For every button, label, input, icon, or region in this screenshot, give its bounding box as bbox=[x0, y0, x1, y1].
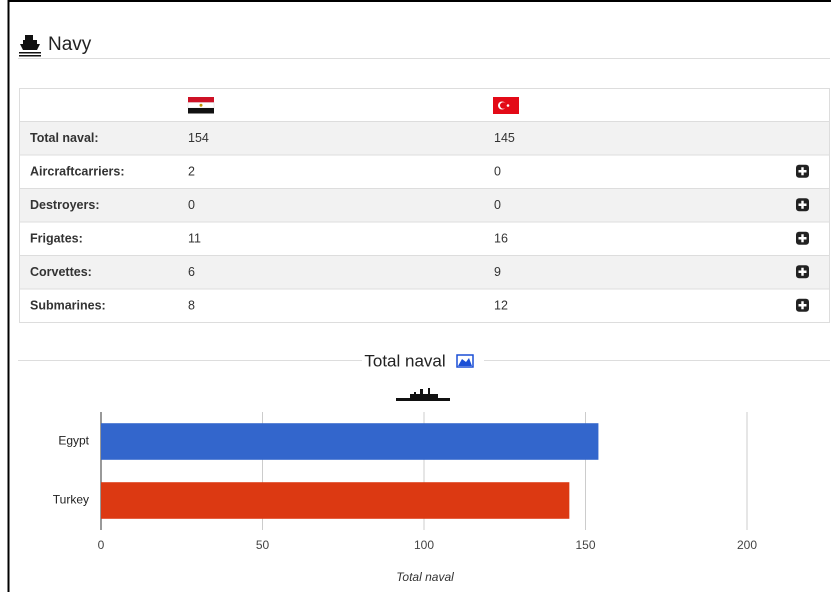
row-label: Frigates: bbox=[30, 232, 83, 246]
cell-value: 12 bbox=[494, 299, 508, 313]
table-row bbox=[20, 255, 829, 289]
bar bbox=[101, 482, 570, 519]
flag-egypt bbox=[187, 97, 215, 114]
x-axis-title: Total naval bbox=[396, 570, 454, 584]
row-label: Corvettes: bbox=[30, 265, 92, 279]
chart-title: Total naval bbox=[364, 351, 445, 370]
cell-value: 8 bbox=[188, 299, 195, 313]
cell-value: 16 bbox=[494, 232, 508, 246]
row-label: Submarines: bbox=[30, 299, 106, 313]
x-tick-label: 0 bbox=[98, 538, 105, 552]
section-title: Navy bbox=[48, 34, 92, 55]
flag-turkey bbox=[493, 97, 519, 114]
cell-value: 145 bbox=[494, 131, 515, 145]
table-row bbox=[20, 288, 829, 322]
expand-button[interactable] bbox=[796, 265, 809, 279]
expand-button[interactable] bbox=[796, 198, 809, 212]
table-row bbox=[20, 188, 829, 222]
expand-button-plus[interactable] bbox=[798, 234, 807, 243]
y-tick-label: Turkey bbox=[53, 493, 89, 507]
area-chart-icon[interactable] bbox=[456, 354, 474, 368]
y-tick-label: Egypt bbox=[58, 434, 89, 448]
expand-button[interactable] bbox=[796, 298, 809, 312]
cell-value: 154 bbox=[188, 131, 209, 145]
x-tick-label: 100 bbox=[414, 538, 434, 552]
bar bbox=[101, 423, 599, 460]
row-label: Aircraftcarriers: bbox=[30, 165, 125, 179]
row-label: Total naval: bbox=[30, 131, 99, 145]
expand-button-plus[interactable] bbox=[798, 167, 807, 176]
ship-icon bbox=[19, 35, 41, 57]
x-tick-label: 50 bbox=[256, 538, 270, 552]
row-label: Destroyers: bbox=[30, 198, 99, 212]
chart: 0 50 100 150 200 Egypt Turkey Total naval bbox=[53, 412, 757, 584]
expand-button-plus[interactable] bbox=[798, 200, 807, 209]
ship-silhouette bbox=[396, 388, 450, 401]
table-row bbox=[20, 154, 829, 188]
expand-button[interactable] bbox=[796, 164, 809, 178]
x-tick-label: 150 bbox=[575, 538, 595, 552]
table: Total naval: 154 145 Aircraftcarriers: 2 0 Des… bbox=[20, 121, 829, 322]
expand-button-plus[interactable] bbox=[798, 301, 807, 310]
cell-value: 0 bbox=[494, 165, 501, 179]
cell-value: 2 bbox=[188, 165, 195, 179]
cell-value: 6 bbox=[188, 265, 195, 279]
table-row bbox=[20, 121, 829, 155]
cell-value: 0 bbox=[188, 198, 195, 212]
expand-button[interactable] bbox=[796, 231, 809, 245]
expand-button-plus[interactable] bbox=[798, 267, 807, 276]
cell-value: 0 bbox=[494, 198, 501, 212]
cell-value: 11 bbox=[188, 232, 201, 246]
x-tick-label: 200 bbox=[737, 538, 757, 552]
cell-value: 9 bbox=[494, 265, 501, 279]
table-row bbox=[20, 221, 829, 255]
